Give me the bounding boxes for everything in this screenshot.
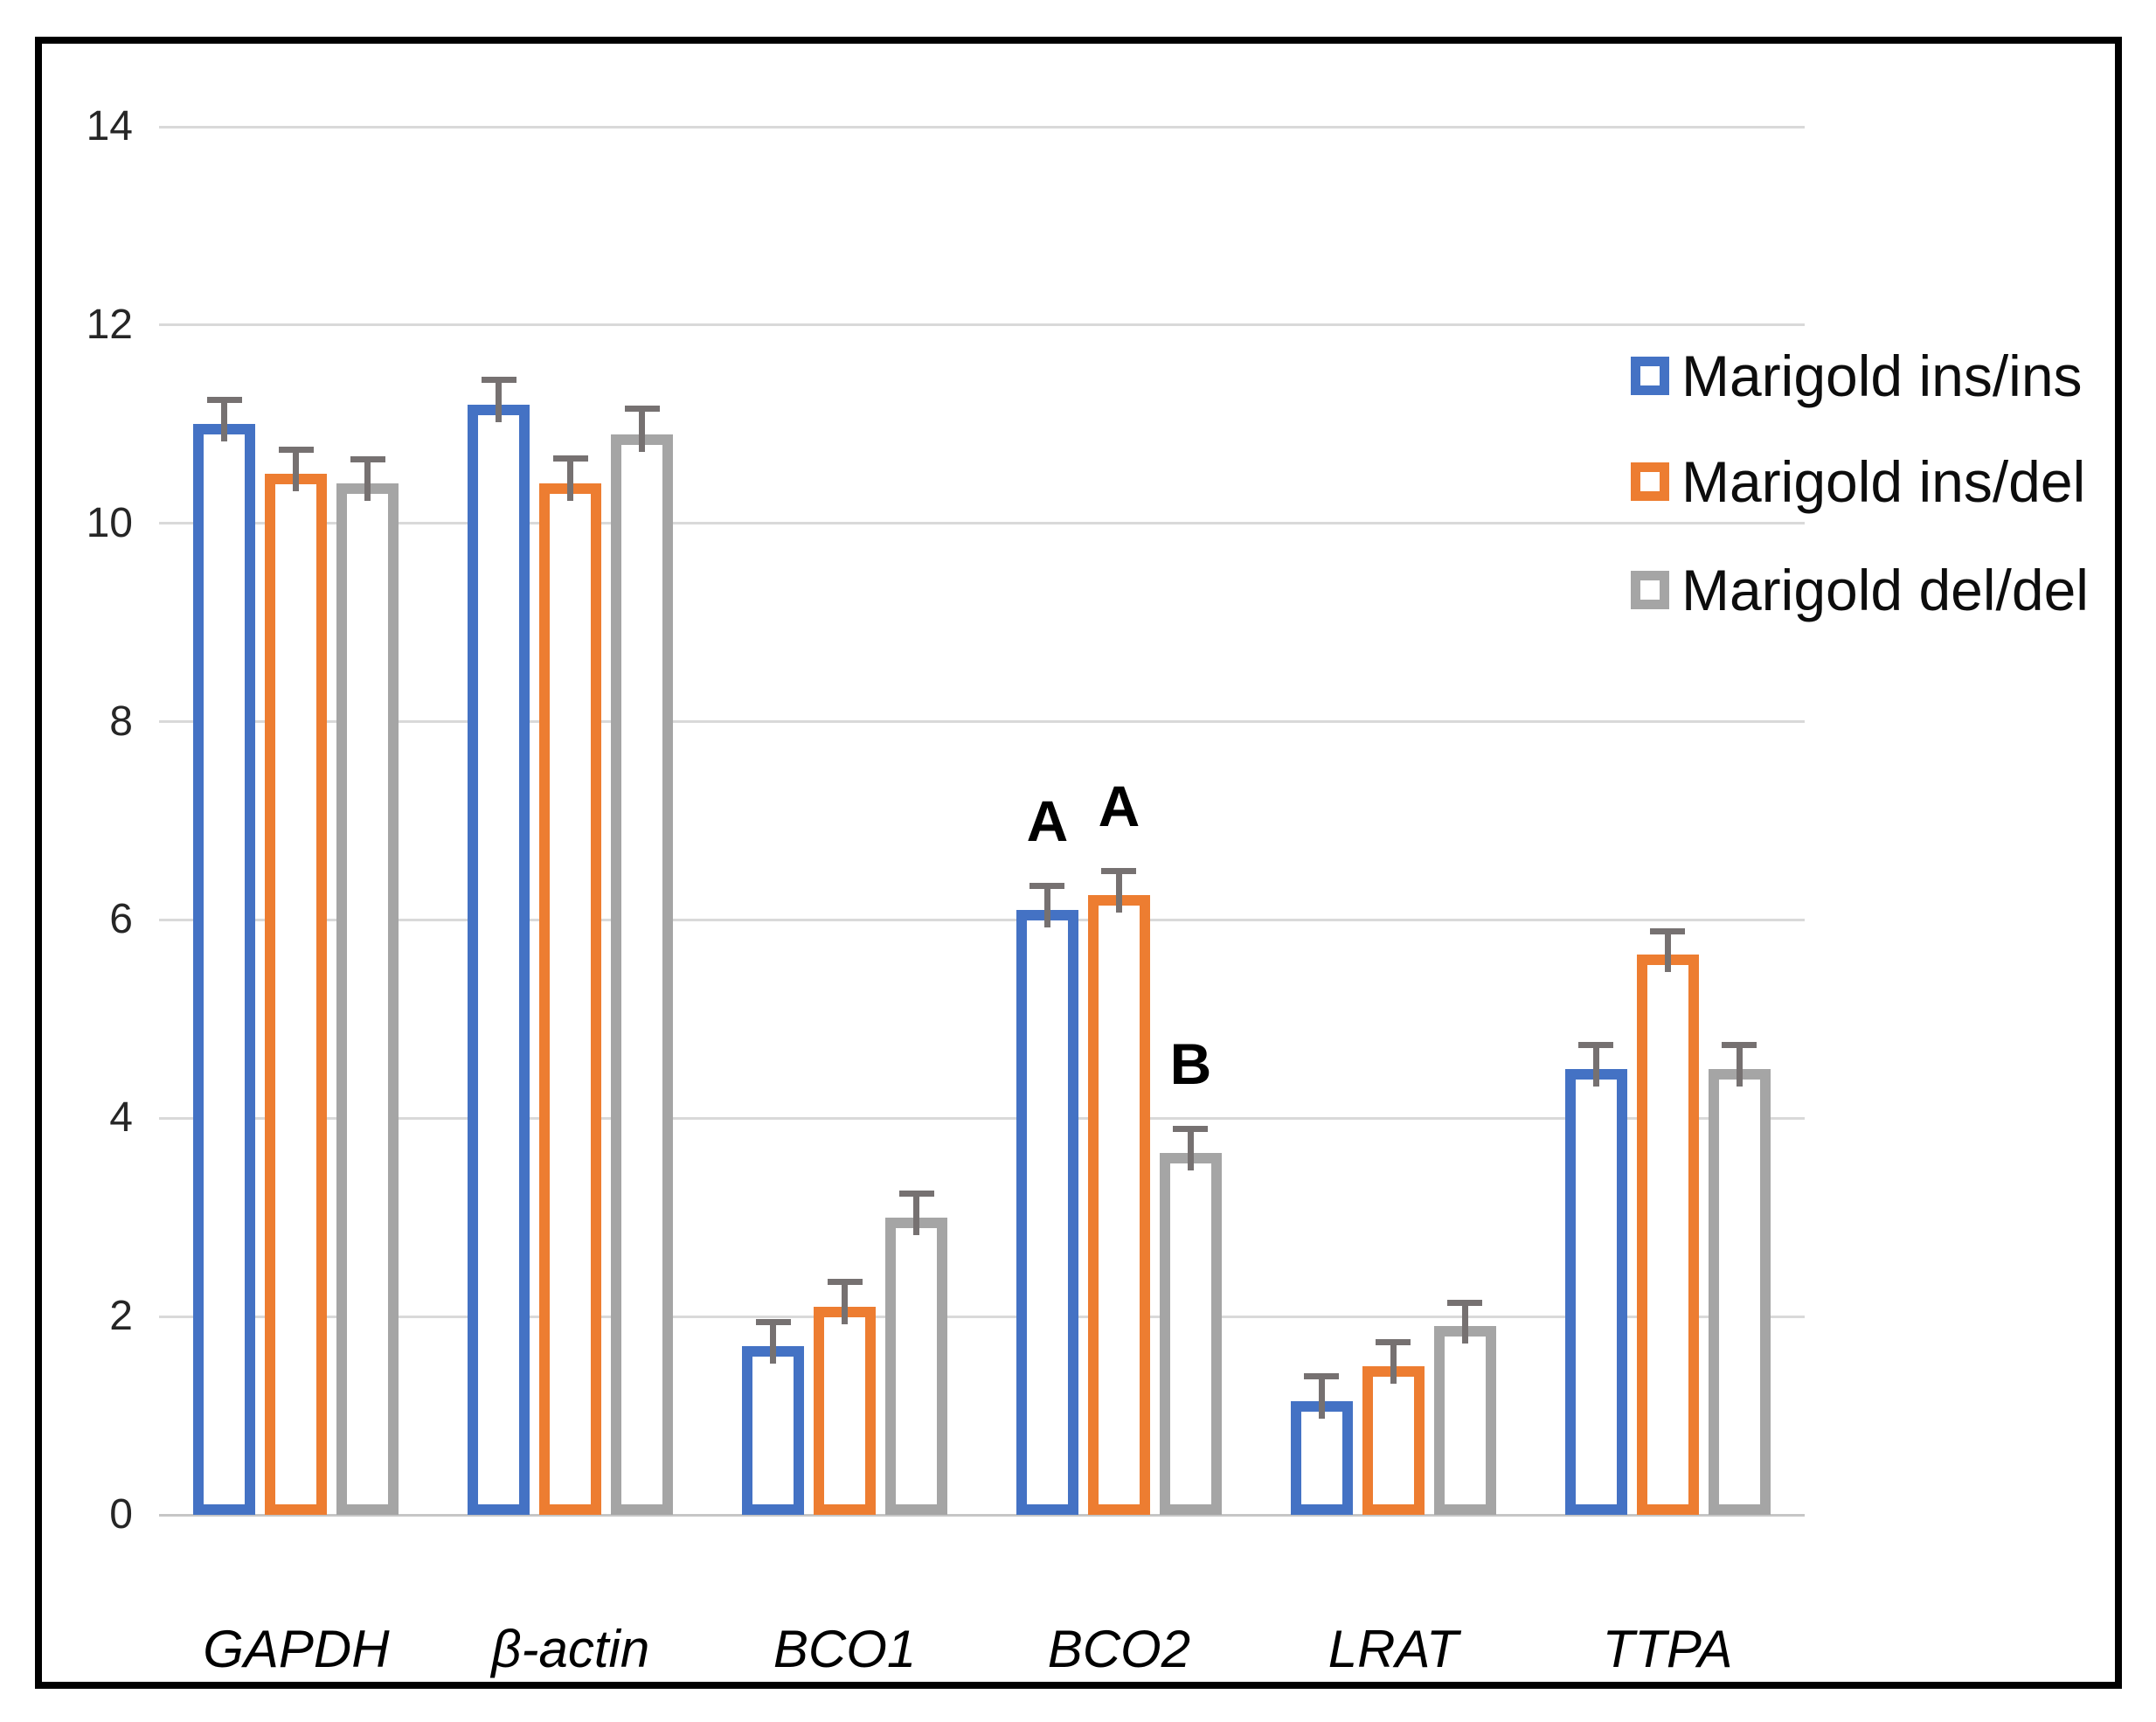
- annotation-A: A: [1098, 773, 1140, 838]
- error-bar-cap: [827, 1279, 863, 1286]
- category-label-TTPA: TTPA: [1602, 1620, 1733, 1678]
- error-bar-stem: [1318, 1376, 1325, 1419]
- bar-TTPA-series1: [1636, 955, 1699, 1515]
- gridline-y0: [159, 1513, 1805, 1517]
- bar-β-actin-series2: [611, 434, 674, 1515]
- annotation-A: A: [1026, 788, 1069, 853]
- error-bar-cap: [1029, 882, 1065, 889]
- error-bar-stem: [913, 1193, 920, 1235]
- legend-item-0: Marigold ins/ins: [1631, 341, 2083, 411]
- category-label-BCO1: BCO1: [773, 1620, 917, 1678]
- error-bar-cap: [1722, 1042, 1757, 1049]
- error-bar-stem: [842, 1281, 849, 1324]
- y-tick-label: 2: [109, 1293, 133, 1340]
- bar-β-actin-series0: [468, 404, 530, 1515]
- error-bar-stem: [1736, 1045, 1743, 1087]
- error-bar-cap: [206, 396, 242, 403]
- category-label-BCO2: BCO2: [1047, 1620, 1191, 1678]
- error-bar-stem: [221, 399, 228, 442]
- error-bar-stem: [1664, 930, 1671, 973]
- error-bar-cap: [1304, 1373, 1340, 1380]
- error-bar-stem: [1115, 870, 1122, 913]
- error-bar-stem: [639, 408, 646, 452]
- y-tick-label: 14: [86, 103, 133, 149]
- bar-LRAT-series0: [1290, 1400, 1353, 1515]
- bar-BCO2-series0: [1016, 910, 1078, 1515]
- bar-LRAT-series2: [1433, 1326, 1496, 1515]
- bar-GAPDH-series2: [336, 483, 399, 1515]
- error-bar-cap: [552, 455, 588, 462]
- error-bar-stem: [293, 448, 300, 491]
- bar-β-actin-series1: [539, 483, 602, 1515]
- bar-BCO1-series1: [814, 1306, 877, 1515]
- legend-swatch-icon: [1631, 462, 1669, 501]
- gridline-y12: [159, 323, 1805, 327]
- error-bar-cap: [898, 1191, 934, 1198]
- error-bar-stem: [1187, 1128, 1194, 1170]
- y-tick-label: 0: [109, 1491, 133, 1538]
- bar-TTPA-series0: [1564, 1068, 1627, 1515]
- y-tick-label: 12: [86, 301, 133, 348]
- category-label-β-actin: β-actin: [491, 1620, 650, 1678]
- legend-item-2: Marigold del/del: [1631, 555, 2089, 625]
- error-bar-stem: [1592, 1045, 1599, 1087]
- legend-label: Marigold ins/ins: [1681, 344, 2083, 408]
- bar-TTPA-series2: [1708, 1068, 1771, 1515]
- gridline-y2: [159, 1315, 1805, 1318]
- category-label-LRAT: LRAT: [1328, 1620, 1459, 1678]
- bar-BCO1-series0: [742, 1346, 805, 1515]
- y-tick-label: 4: [109, 1094, 133, 1142]
- bar-GAPDH-series1: [265, 474, 328, 1515]
- y-tick-label: 8: [109, 698, 133, 745]
- gridline-y6: [159, 918, 1805, 921]
- error-bar-cap: [1578, 1042, 1614, 1049]
- bar-BCO1-series2: [885, 1217, 948, 1515]
- error-bar-stem: [496, 379, 503, 422]
- y-tick-label: 6: [109, 896, 133, 943]
- error-bar-stem: [1461, 1302, 1468, 1344]
- error-bar-cap: [350, 455, 385, 462]
- legend-label: Marigold del/del: [1681, 558, 2089, 622]
- legend-label: Marigold ins/del: [1681, 449, 2086, 514]
- annotation-B: B: [1169, 1031, 1212, 1096]
- error-bar-cap: [624, 406, 660, 413]
- legend-swatch-icon: [1631, 571, 1669, 609]
- gridline-y8: [159, 720, 1805, 724]
- legend-item-1: Marigold ins/del: [1631, 447, 2085, 517]
- error-bar-cap: [1447, 1300, 1483, 1307]
- gridline-y4: [159, 1116, 1805, 1120]
- error-bar-cap: [1376, 1338, 1411, 1345]
- error-bar-cap: [481, 377, 516, 384]
- error-bar-cap: [755, 1318, 791, 1325]
- category-label-GAPDH: GAPDH: [203, 1620, 390, 1678]
- error-bar-cap: [1101, 867, 1137, 874]
- error-bar-cap: [1650, 927, 1686, 934]
- bar-LRAT-series1: [1362, 1365, 1425, 1515]
- gridline-y10: [159, 522, 1805, 525]
- bar-BCO2-series2: [1159, 1152, 1222, 1515]
- y-tick-label: 10: [86, 499, 133, 546]
- bar-GAPDH-series0: [193, 424, 256, 1515]
- error-bar-cap: [1173, 1125, 1209, 1132]
- error-bar-cap: [278, 446, 314, 453]
- error-bar-stem: [1043, 885, 1050, 928]
- error-bar-stem: [1390, 1341, 1397, 1384]
- legend-swatch-icon: [1631, 357, 1669, 395]
- error-bar-stem: [364, 458, 371, 502]
- error-bar-stem: [567, 457, 574, 502]
- error-bar-stem: [770, 1321, 777, 1364]
- bar-BCO2-series1: [1087, 895, 1150, 1515]
- gridline-y14: [159, 125, 1805, 128]
